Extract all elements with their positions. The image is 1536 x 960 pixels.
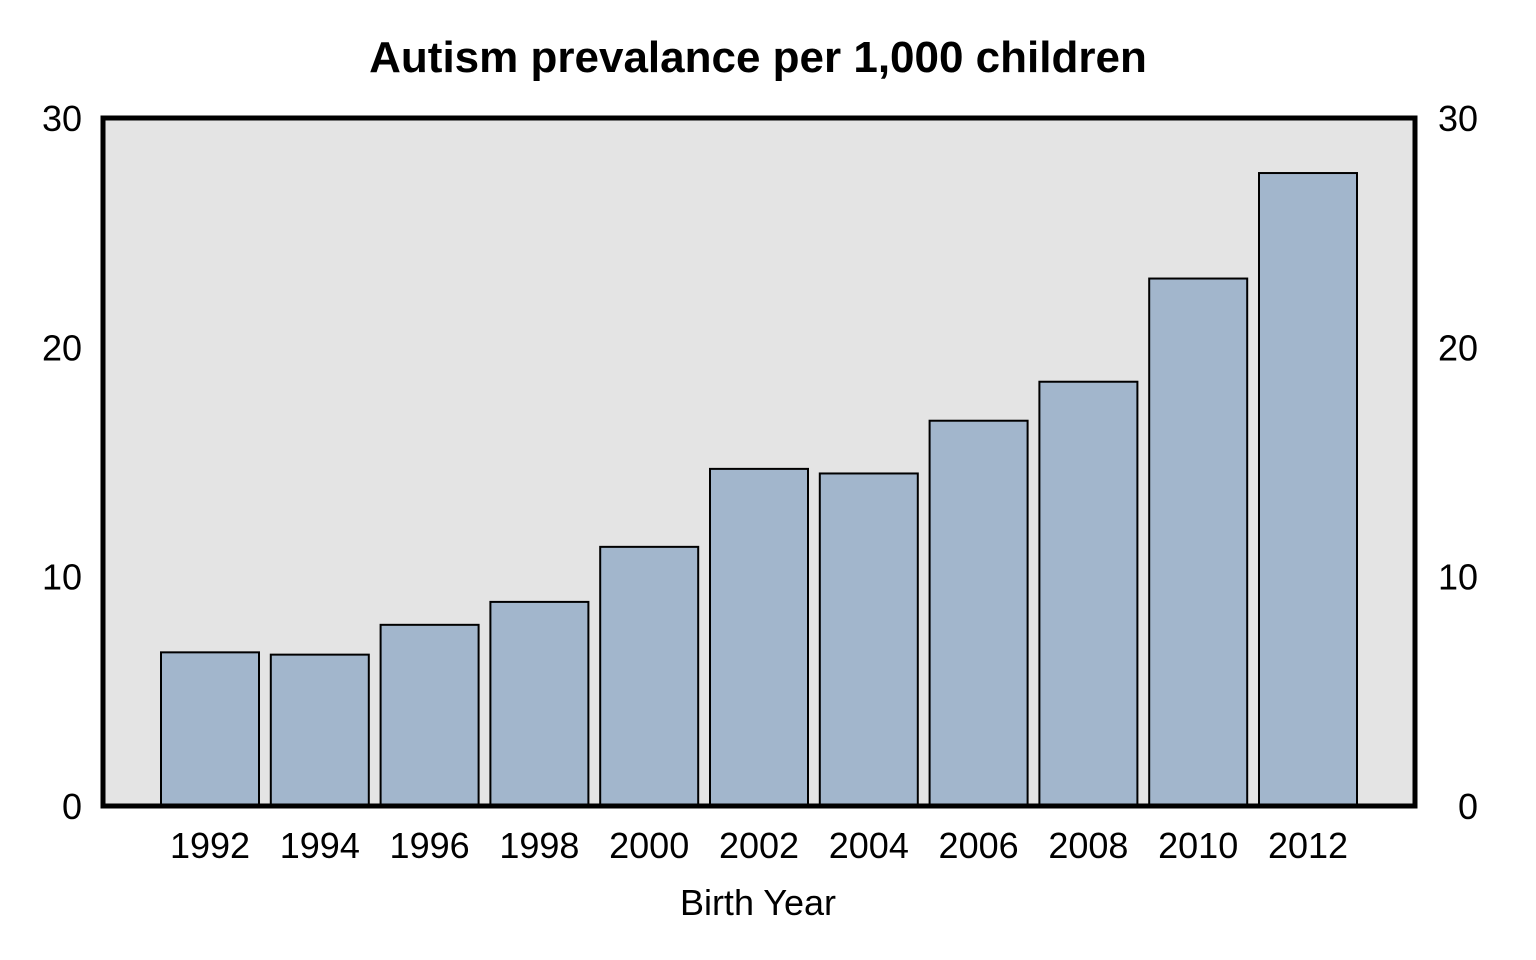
bar-2002	[709, 467, 809, 807]
x-tick-label: 1998	[499, 825, 579, 866]
x-axis: 1992 1994 1996 1998 2000 2002 2004 2006 2008 2010…	[170, 825, 1348, 866]
y-tick-label-right: 20	[1438, 327, 1478, 368]
bar-1994	[269, 653, 370, 808]
chart-title: Autism prevalance per 1,000 children	[369, 33, 1147, 82]
x-axis-label: Birth Year	[680, 882, 836, 923]
bar-1992	[160, 651, 260, 808]
y-tick-label-left: 0	[62, 786, 82, 827]
x-tick-label: 1996	[390, 825, 470, 866]
y-tick-label-right: 0	[1458, 786, 1478, 827]
x-tick-label: 2006	[939, 825, 1019, 866]
x-tick-label: 1992	[170, 825, 250, 866]
plot-frame	[100, 115, 1418, 809]
bar-2006	[928, 419, 1029, 807]
y-tick-label-right: 30	[1438, 98, 1478, 139]
x-tick-label: 2002	[719, 825, 799, 866]
y-axis-left: 0 10 20 30	[42, 98, 82, 827]
y-tick-label-right: 10	[1438, 557, 1478, 598]
bar-2000	[599, 545, 700, 807]
y-tick-label-left: 30	[42, 98, 82, 139]
bar-2012	[1258, 172, 1358, 808]
x-tick-label: 2004	[829, 825, 909, 866]
y-tick-label-left: 20	[42, 327, 82, 368]
bar-1998	[489, 600, 590, 807]
x-tick-label: 2000	[609, 825, 689, 866]
x-tick-label: 1994	[280, 825, 360, 866]
bar-2008	[1038, 380, 1139, 807]
x-tick-label: 2012	[1268, 825, 1348, 866]
x-tick-label: 2008	[1048, 825, 1128, 866]
bar-1996	[379, 623, 480, 807]
bar-2010	[1148, 277, 1249, 807]
y-axis-right: 0 10 20 30	[1438, 98, 1478, 827]
y-tick-label-left: 10	[42, 557, 82, 598]
bar-2004	[818, 472, 919, 807]
bars-group	[160, 172, 1358, 808]
x-tick-label: 2010	[1158, 825, 1238, 866]
